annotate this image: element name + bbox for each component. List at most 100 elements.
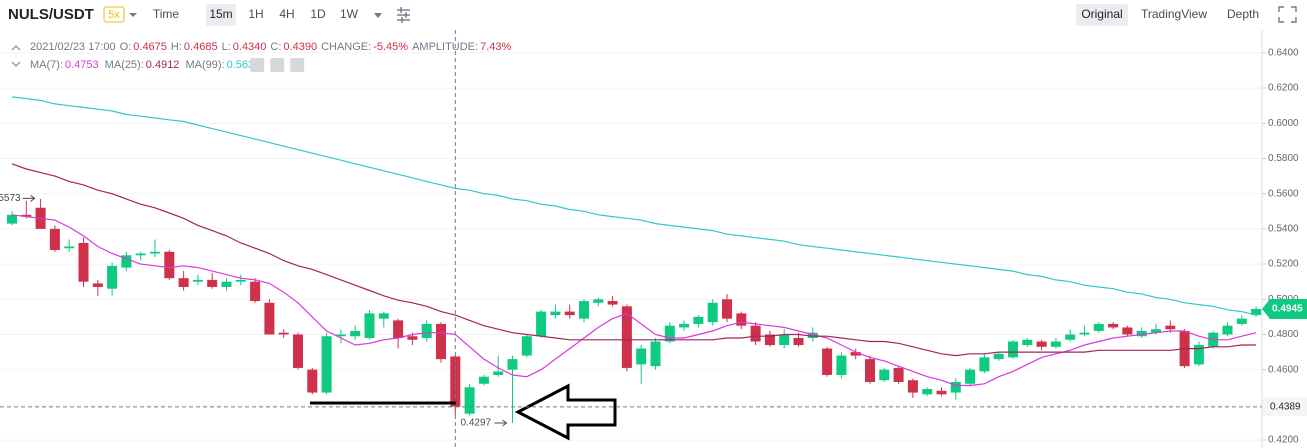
candle-body [936,390,947,395]
y-tick-label: 0.5800 [1268,153,1299,164]
candle-body [1136,330,1147,337]
candle-body [464,387,475,414]
eye-icon[interactable] [250,58,265,72]
dropdown-icon[interactable] [129,13,137,17]
view-tab[interactable]: TradingView [1141,7,1207,21]
candle-body [807,332,818,338]
candle-body [1065,334,1076,340]
active-view-bg [1076,4,1128,26]
y-tick-label: 0.4600 [1268,364,1299,375]
candle-body [1251,308,1262,316]
collapse-icon[interactable] [11,45,21,51]
candle-body [150,251,160,254]
settings-icon[interactable] [397,7,410,23]
ohlc-info: 2021/02/23 17:00 O: 0.4675 H: 0.4685 L: 0.4340… [30,41,511,53]
ma-value: 0.4912 [146,59,180,71]
candle-body [478,376,489,384]
candle-body [507,359,518,370]
candle-body [707,302,718,323]
interval[interactable]: Time [153,7,180,21]
candle-body [192,279,203,282]
settings-icon[interactable] [270,58,285,72]
candle-body [164,251,175,279]
crosshair-price: 0.4389 [1270,401,1301,412]
candle-body [907,380,918,393]
y-tick-label: 0.6200 [1268,83,1299,94]
candle-body [21,214,32,217]
candle-body [1036,341,1047,347]
candle-body [679,323,690,328]
active-interval-bg [206,4,236,26]
info-value: 0.4390 [283,41,317,53]
info-value: 0.4675 [133,41,167,53]
interval[interactable]: 1D [310,7,326,21]
collapse-icon[interactable] [11,61,21,67]
candle-body [321,336,332,393]
candle-body [836,355,847,375]
interval[interactable]: 15m [209,7,232,21]
candle-body [293,334,303,368]
candle-body [121,255,132,268]
info-label: CHANGE: [321,41,371,53]
info-label: H: [171,41,182,53]
candle-body [664,325,675,342]
candle-body [436,323,446,360]
info-label: L: [222,41,231,53]
candle-body [1236,318,1247,324]
candle-body [979,357,990,372]
candle-body [335,334,346,337]
interval[interactable]: 4H [279,7,294,21]
candle-body [850,352,861,356]
ma-icons [250,58,305,72]
candle-body [250,281,261,302]
y-tick-label: 0.5400 [1268,224,1299,235]
candle-body [378,313,389,319]
info-label: O: [120,41,132,53]
candle-body [779,334,790,346]
candle-body [1122,327,1133,335]
candle-body [221,281,232,287]
candle-body [579,301,589,319]
close-icon[interactable] [290,58,305,72]
candle-body [922,389,933,395]
candle-body [7,214,17,224]
interval[interactable]: 1W [340,7,359,21]
dropdown-icon[interactable] [374,13,382,18]
candle-body [350,330,361,337]
y-tick-label: 0.5600 [1268,188,1299,199]
candle-body [650,341,661,367]
candle-body [722,299,732,319]
leverage-box [103,6,125,23]
view-tab[interactable]: Depth [1227,7,1259,21]
ma-label: MA(99): [185,59,224,71]
candle-body [965,369,976,384]
view-tab[interactable]: Original [1081,7,1122,21]
leverage[interactable]: 5x [108,9,120,21]
candle-body [407,336,418,340]
candle-body [993,353,1004,360]
y-tick-label: 0.6400 [1268,48,1299,59]
candle-body [178,278,189,287]
candle-body [1193,345,1204,365]
candle-body [750,325,761,342]
high-marker: 0.5573 [0,193,21,204]
candle-body [421,323,432,338]
candle-body [693,316,704,324]
info-label: AMPLITUDE: [412,41,478,53]
last-price-tag [1262,298,1307,319]
low-marker-arrow [494,419,508,427]
interval[interactable]: 1H [248,7,263,21]
y-tick-label: 0.4800 [1268,329,1299,340]
candle-body [550,311,561,316]
candle-body [1108,323,1119,328]
candle-body [621,306,632,368]
candle-body [1165,325,1176,330]
symbol[interactable]: NULS/USDT [8,6,94,23]
candle-body [536,311,547,337]
ma-value: 0.4753 [65,59,99,71]
candle-body [593,299,604,303]
fullscreen-icon[interactable] [1278,6,1297,23]
info-value: 0.4340 [233,41,267,53]
candle-body [92,283,103,287]
